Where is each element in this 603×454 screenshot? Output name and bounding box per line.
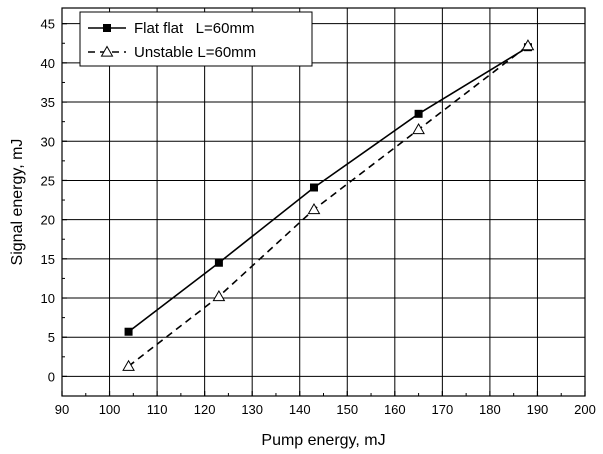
y-tick-label: 30	[41, 134, 55, 149]
y-tick-label: 45	[41, 17, 55, 32]
x-tick-label: 200	[574, 402, 596, 417]
legend-entry: Unstable L=60mm	[88, 44, 256, 61]
data-point	[521, 39, 535, 51]
y-tick-label: 20	[41, 213, 55, 228]
series-1	[124, 43, 532, 336]
x-tick-label: 100	[99, 402, 121, 417]
y-tick-label: 5	[48, 330, 55, 345]
legend-entry: Flat flat L=60mm	[88, 20, 254, 37]
y-tick-label: 40	[41, 56, 55, 71]
data-point	[212, 289, 226, 302]
x-tick-label: 170	[432, 402, 454, 417]
legend: Flat flat L=60mm Unstable L=60mm	[79, 11, 313, 67]
data-point	[309, 183, 318, 192]
data-point	[214, 258, 223, 267]
data-point	[412, 122, 425, 135]
y-tick-label: 0	[48, 369, 55, 384]
x-tick-label: 190	[527, 402, 549, 417]
x-tick-label: 180	[479, 402, 501, 417]
series-line	[128, 46, 529, 333]
legend-box	[79, 11, 313, 67]
y-tick-label: 35	[41, 95, 55, 110]
series-line	[128, 44, 529, 367]
x-tick-label: 150	[336, 402, 358, 417]
x-tick-label: 110	[147, 402, 168, 417]
grid	[62, 8, 585, 396]
x-tick-label: 120	[194, 402, 216, 417]
legend-label: Unstable L=60mm	[134, 44, 256, 61]
legend-marker	[100, 45, 114, 57]
x-tick-label: 130	[241, 402, 263, 417]
x-axis-label: Pump energy, mJ	[261, 432, 385, 449]
ticks: 90 100 110 120 130 140 150 160 170 180 190 200 0 5 10 1…	[41, 17, 596, 417]
data-point	[307, 202, 321, 215]
y-tick-label: 10	[41, 291, 55, 306]
series-layer	[122, 39, 535, 371]
y-tick-label: 25	[41, 173, 55, 188]
series-2	[122, 39, 535, 371]
data-point	[414, 109, 423, 118]
legend-marker	[103, 24, 111, 32]
y-tick-label: 15	[41, 252, 55, 267]
y-axis-label: Signal energy, mJ	[9, 139, 26, 266]
legend-label: Flat flat L=60mm	[134, 20, 254, 37]
x-tick-label: 90	[55, 402, 69, 417]
data-point	[124, 327, 133, 336]
x-tick-label: 160	[384, 402, 406, 417]
x-tick-label: 140	[289, 402, 311, 417]
data-point	[122, 359, 135, 371]
